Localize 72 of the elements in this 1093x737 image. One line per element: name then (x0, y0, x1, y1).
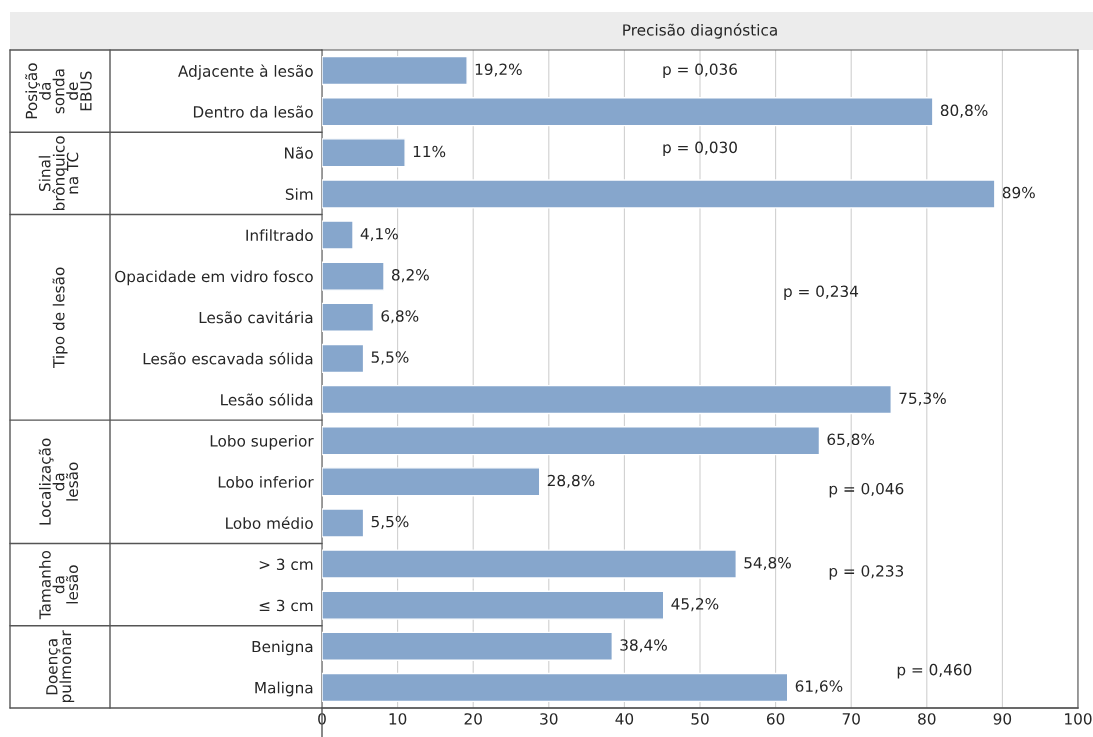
text: Doença pulmonar (46, 630, 75, 703)
y-tick-label: Lobo superior (210, 434, 314, 450)
x-tick-label: 10 (389, 713, 407, 725)
annotation: p = 0,460 (897, 663, 972, 679)
data-label: 8,2% (391, 269, 429, 283)
y-tick-label: Opacidade em vidro fosco (115, 270, 313, 286)
y-tick-label: Lesão sólida (221, 393, 313, 406)
bar (322, 179, 996, 209)
y-tick-label: Dentro da lesão (193, 105, 313, 118)
bar (322, 672, 789, 703)
data-label: 54,8% (744, 556, 791, 571)
bar (322, 508, 365, 538)
bar (322, 261, 385, 291)
y-tick-label: Lesão cavitária (199, 310, 313, 324)
annotation: p = 0,234 (784, 285, 859, 301)
text: Sinal brônquico na TC (38, 136, 79, 211)
text: Tamanho da lesão (38, 550, 79, 620)
data-label: 61,6% (795, 680, 843, 694)
data-label: 28,8% (547, 474, 595, 488)
x-tick-label: 30 (540, 713, 558, 725)
y-tick-label: Lobo inferior (218, 476, 314, 488)
y-tick-label: > 3 cm (259, 558, 313, 571)
annotation: p = 0,030 (663, 141, 737, 157)
annotation: p = 0,046 (829, 482, 904, 498)
y-tick-label: ≤ 3 cm (259, 599, 313, 612)
bar (322, 590, 665, 620)
x-tick-label: 40 (615, 713, 634, 725)
y-tick-label: Lobo médio (226, 516, 313, 529)
data-label: 89% (1002, 186, 1035, 199)
bar (322, 343, 365, 374)
x-tick-label: 0 (318, 713, 326, 725)
data-label: 5,5% (371, 351, 409, 365)
x-tick-label: 100 (1065, 713, 1092, 725)
text: Tipo de lesão (52, 267, 68, 368)
y-tick-label: Infiltrado (246, 229, 313, 242)
bar (322, 426, 821, 456)
bar (322, 384, 892, 415)
data-label: 6,8% (381, 310, 419, 324)
bar (322, 138, 406, 168)
y-tick-label: Adjacente à lesão (178, 64, 313, 80)
bar (322, 97, 934, 127)
data-label: 11% (413, 145, 446, 158)
x-tick-label: 70 (842, 713, 860, 725)
y-tick-label: Sim (285, 188, 313, 200)
text: Localização da lesão (38, 438, 79, 525)
x-tick-label: 90 (993, 713, 1012, 725)
data-label: 5,5% (371, 515, 409, 529)
x-tick-label: 20 (464, 713, 482, 725)
data-label: 38,4% (620, 639, 667, 653)
bar (322, 631, 613, 661)
y-tick-label: Lesão escavada sólida (143, 352, 313, 365)
data-label: 4,1% (360, 227, 398, 242)
x-tick-label: 80 (918, 713, 936, 725)
x-tick-label: 60 (766, 713, 785, 725)
data-label: 19,2% (475, 63, 522, 77)
data-label: 45,2% (671, 598, 719, 612)
text: Posição da sonda de EBUS (25, 63, 92, 119)
bar (322, 220, 354, 250)
chart-title: Precisão diagnóstica (623, 23, 777, 39)
annotation: p = 0,233 (829, 565, 904, 580)
data-label: 80,8% (940, 104, 988, 118)
bar (322, 55, 468, 86)
x-tick-label: 50 (691, 713, 709, 725)
data-label: 75,3% (899, 392, 946, 406)
bar (322, 467, 541, 497)
bar (322, 549, 737, 579)
data-label: 65,8% (827, 433, 875, 447)
y-tick-label: Não (285, 146, 313, 159)
y-tick-label: Benigna (252, 640, 313, 656)
bar (322, 302, 375, 332)
annotation: p = 0,036 (663, 63, 738, 78)
y-tick-label: Maligna (255, 681, 313, 697)
